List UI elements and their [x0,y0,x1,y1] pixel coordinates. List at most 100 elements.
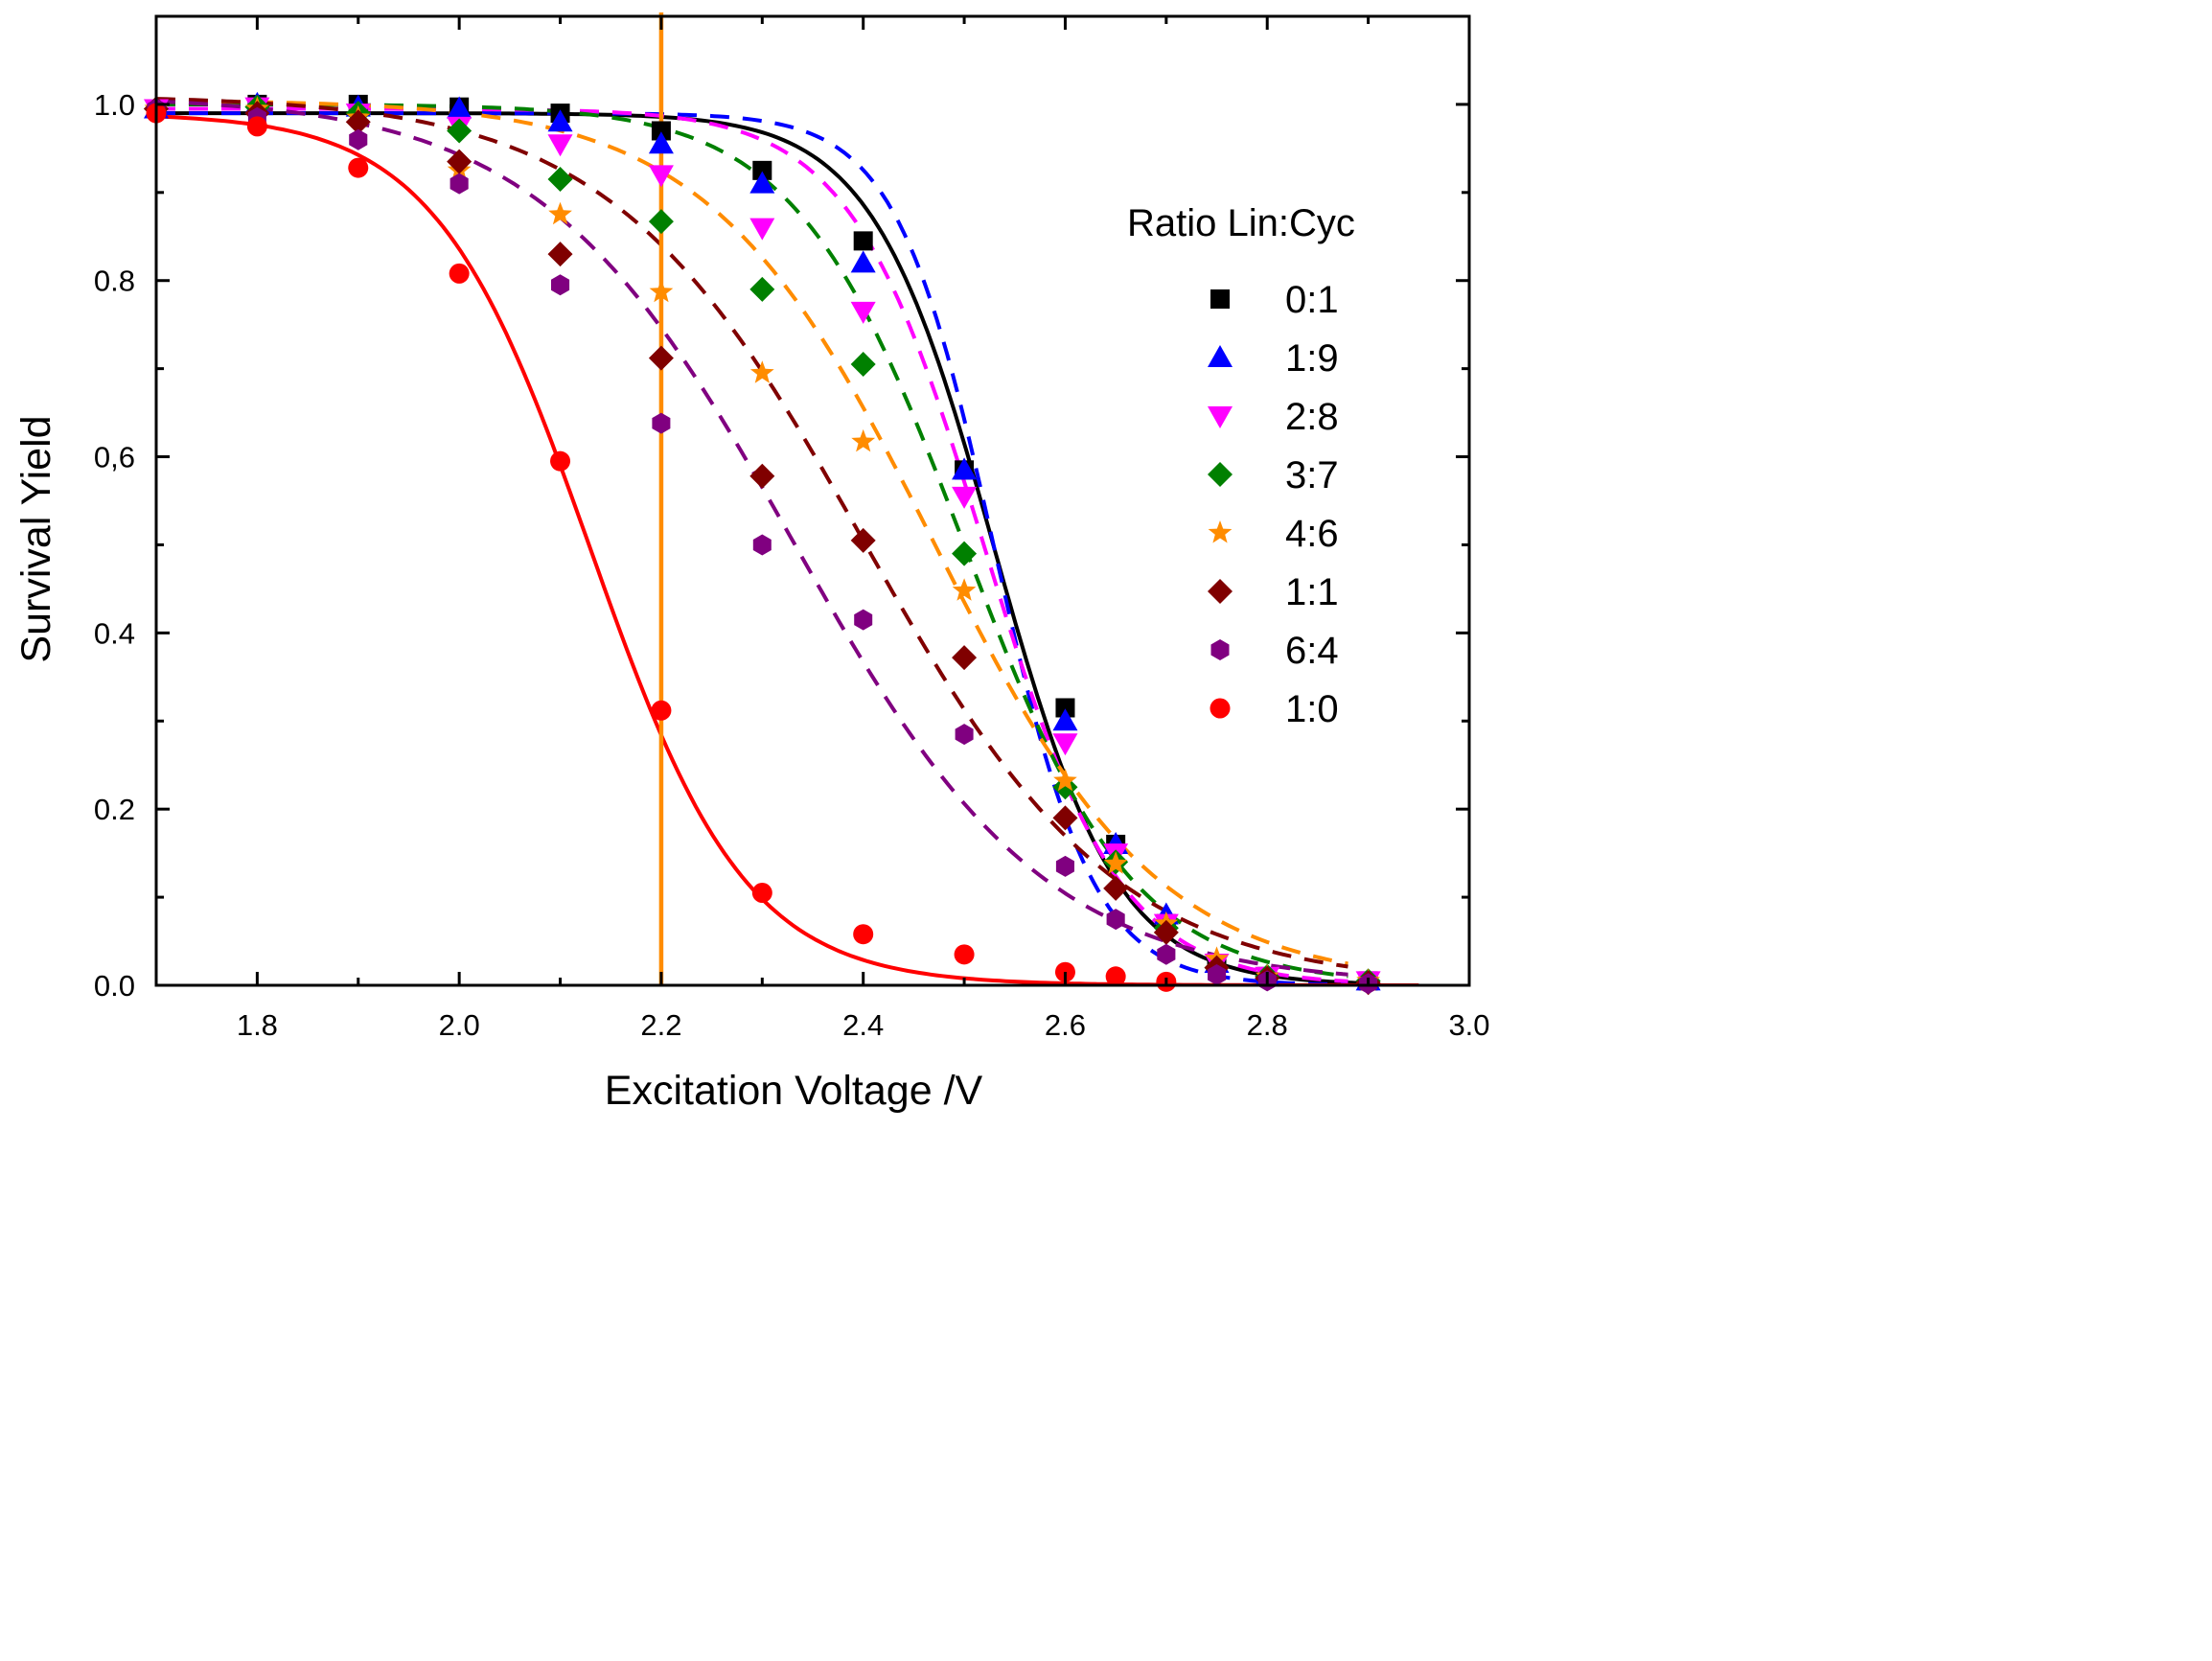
legend-marker-0-1 [1210,289,1230,309]
data-point-0-1-5 [651,121,671,141]
legend-label: 1:0 [1285,688,1339,730]
legend-label: 1:9 [1285,337,1339,380]
data-point-2-8-9 [1052,733,1078,756]
data-point-3-7-5 [648,209,674,235]
x-tick-label: 2.2 [640,1008,681,1042]
legend-item-4-6: 4:6 [1208,513,1339,555]
data-point-2-8-4 [547,134,573,157]
data-point-4-6-4 [548,201,572,225]
data-markers [144,91,1381,996]
data-point-1-9-8 [952,457,978,480]
data-point-6-4-6 [752,534,772,556]
data-point-2-8-5 [648,165,674,188]
data-point-1-1-6 [749,463,775,489]
data-point-1-1-11 [1153,919,1179,945]
data-point-1-1-8 [952,645,978,671]
legend-label: 0:1 [1285,279,1339,321]
y-tick-label: 1.0 [94,88,135,122]
legend-marker-3-7 [1208,462,1233,487]
x-tick-label: 2.0 [439,1008,480,1042]
data-point-4-6-9 [1053,768,1077,792]
data-point-3-7-7 [850,352,876,378]
legend-marker-1-1 [1208,579,1233,604]
data-point-1-1-4 [547,242,573,267]
plot-frame [154,14,1471,987]
data-point-4-6-10 [1103,851,1128,874]
legend-marker-2-8 [1208,406,1233,428]
series-1-0 [146,103,1177,992]
data-point-6-4-5 [652,412,671,434]
data-point-1-9-9 [1052,708,1078,731]
legend-item-1-9: 1:9 [1208,337,1339,380]
legend-marker-6-4 [1210,639,1230,660]
x-tick-label: 1.8 [237,1008,278,1042]
y-tick-label: 0.0 [94,969,135,1003]
legend: Ratio Lin:Cyc 0:1 1:9 2:8 3:7 4:6 1:1 6:4 1:0 [1127,202,1355,730]
y-axis-title: Survival Yield [13,415,59,662]
legend-item-6-4: 6:4 [1210,630,1339,672]
data-point-1-9-4 [547,109,573,132]
legend-label: 1:1 [1285,571,1339,613]
y-tick-label: 0.2 [94,793,135,826]
data-point-6-4-8 [955,724,974,746]
data-point-1-0-5 [651,700,672,721]
data-point-4-6-5 [649,279,674,303]
data-point-1-9-3 [447,96,472,119]
legend-title: Ratio Lin:Cyc [1127,202,1355,244]
axes: 1.8 2.0 2.2 2.4 2.6 2.8 3.0 0.0 0.2 0.4 0,6 0.8 1.0 E… [13,14,1490,1114]
legend-label: 2:8 [1285,396,1339,438]
data-point-6-4-2 [349,128,368,150]
data-point-6-4-3 [449,173,469,195]
x-tick-label: 3.0 [1448,1008,1489,1042]
y-tick-label: 0,6 [94,441,135,474]
legend-item-3-7: 3:7 [1208,454,1339,496]
legend-item-1-0: 1:0 [1210,688,1339,730]
x-axis-title: Excitation Voltage /V [605,1068,983,1114]
data-point-3-7-3 [447,118,472,144]
legend-marker-1-9 [1208,345,1233,367]
data-point-0-1-6 [752,160,772,180]
data-point-1-9-5 [648,131,674,154]
data-point-1-9-6 [749,171,775,194]
data-point-1-0-4 [550,450,571,472]
data-point-1-0-6 [751,882,772,903]
data-point-1-0-10 [1105,966,1126,987]
data-point-1-0-7 [853,924,874,945]
data-point-3-7-6 [749,276,775,302]
data-point-4-6-7 [851,428,876,452]
data-point-2-8-8 [952,486,978,509]
data-point-1-1-9 [1052,805,1078,831]
data-point-1-0-1 [246,116,267,137]
y-tick-label: 0.4 [94,616,135,650]
data-point-3-7-4 [547,167,573,193]
legend-item-1-1: 1:1 [1208,571,1339,613]
data-point-1-9-7 [850,250,876,273]
data-point-4-6-8 [952,578,977,601]
survival-yield-chart: 1.8 2.0 2.2 2.4 2.6 2.8 3.0 0.0 0.2 0.4 0,6 0.8 1.0 E… [0,0,1503,1128]
data-point-6-4-10 [1106,909,1125,931]
legend-label: 6:4 [1285,630,1339,672]
data-point-2-8-6 [749,218,775,241]
legend-item-2-8: 2:8 [1208,396,1339,438]
data-point-2-8-7 [850,301,876,324]
x-tick-label: 2.6 [1045,1008,1086,1042]
data-point-1-1-10 [1103,875,1129,901]
data-point-1-1-3 [447,149,472,174]
data-point-1-0-8 [954,944,975,965]
data-point-1-1-5 [648,345,674,371]
legend-marker-1-0 [1210,698,1231,719]
data-point-0-1-9 [1055,698,1075,718]
legend-label: 3:7 [1285,454,1339,496]
data-point-6-4-7 [854,609,873,631]
data-point-1-0-3 [449,263,470,284]
x-tick-label: 2.8 [1247,1008,1288,1042]
data-point-0-1-7 [853,231,873,251]
chart-background [0,0,1503,1128]
legend-marker-4-6 [1208,520,1233,543]
x-tick-label: 2.4 [842,1008,884,1042]
data-point-1-0-2 [348,157,369,178]
legend-item-0-1: 0:1 [1210,279,1339,321]
data-point-1-1-2 [345,109,371,135]
data-point-3-7-8 [952,541,978,566]
data-point-6-4-11 [1157,943,1176,965]
